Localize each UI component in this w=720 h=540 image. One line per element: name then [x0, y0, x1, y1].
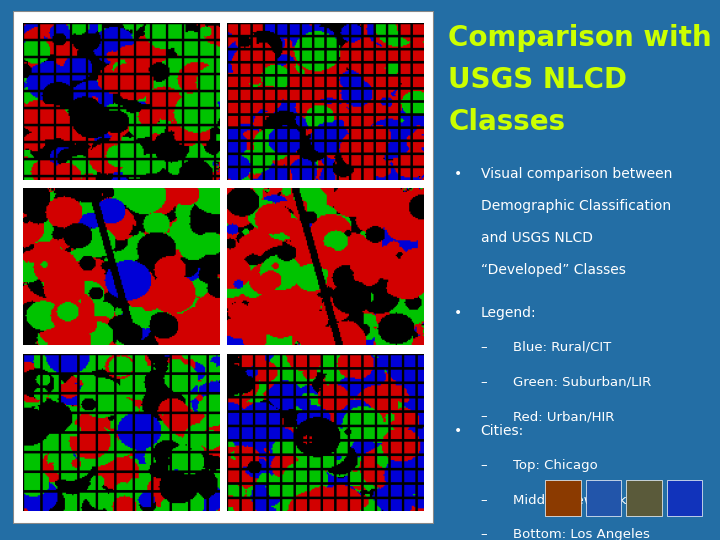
Text: Top: Chicago: Top: Chicago: [513, 458, 598, 471]
Text: Legend:: Legend:: [481, 306, 536, 320]
Text: Middle: New York: Middle: New York: [513, 494, 626, 507]
FancyBboxPatch shape: [546, 480, 580, 516]
FancyBboxPatch shape: [667, 480, 702, 516]
Text: Cities:: Cities:: [481, 424, 524, 438]
Text: and USGS NLCD: and USGS NLCD: [481, 231, 593, 245]
Text: Green: Suburban/LIR: Green: Suburban/LIR: [513, 375, 652, 389]
FancyBboxPatch shape: [626, 480, 662, 516]
Text: –: –: [481, 341, 487, 354]
Text: –: –: [481, 410, 487, 423]
Text: •: •: [454, 167, 462, 181]
Text: •: •: [454, 424, 462, 438]
Text: Comparison with: Comparison with: [448, 24, 712, 52]
Text: Bottom: Los Angeles: Bottom: Los Angeles: [513, 529, 650, 540]
Text: Blue: Rural/CIT: Blue: Rural/CIT: [513, 341, 611, 354]
Text: USGS NLCD: USGS NLCD: [448, 66, 627, 94]
Text: •: •: [454, 306, 462, 320]
FancyBboxPatch shape: [586, 480, 621, 516]
Text: –: –: [481, 458, 487, 471]
Text: Demographic Classification: Demographic Classification: [481, 199, 671, 213]
FancyBboxPatch shape: [13, 11, 434, 524]
Text: –: –: [481, 529, 487, 540]
Text: Classes: Classes: [448, 108, 565, 136]
Text: “Developed” Classes: “Developed” Classes: [481, 262, 626, 276]
Text: Visual comparison between: Visual comparison between: [481, 167, 672, 181]
Text: Red: Urban/HIR: Red: Urban/HIR: [513, 410, 614, 423]
Text: –: –: [481, 494, 487, 507]
Text: –: –: [481, 375, 487, 389]
